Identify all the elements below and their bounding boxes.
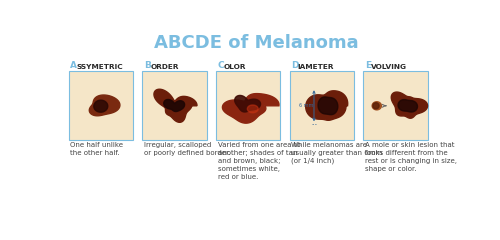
Polygon shape	[164, 100, 184, 112]
Text: VOLVING: VOLVING	[372, 64, 408, 70]
Polygon shape	[398, 100, 417, 112]
Text: 6 mm: 6 mm	[299, 103, 313, 108]
Polygon shape	[234, 96, 260, 112]
Text: OLOR: OLOR	[224, 64, 246, 70]
FancyBboxPatch shape	[290, 71, 354, 140]
Text: A mole or skin lesion that
looks different from the
rest or is changing in size,: A mole or skin lesion that looks differe…	[365, 142, 457, 172]
Polygon shape	[248, 105, 258, 113]
Text: SSYMETRIC: SSYMETRIC	[77, 64, 124, 70]
FancyBboxPatch shape	[142, 71, 206, 140]
Polygon shape	[306, 91, 348, 120]
Polygon shape	[372, 102, 382, 110]
Polygon shape	[90, 95, 120, 116]
Text: One half unlike
the other half.: One half unlike the other half.	[70, 142, 123, 156]
Polygon shape	[373, 103, 379, 109]
Text: E: E	[365, 61, 371, 70]
FancyBboxPatch shape	[216, 71, 280, 140]
Text: ABCDE of Melanoma: ABCDE of Melanoma	[154, 34, 358, 52]
Text: Varied from one area to
another; shades of tan
and brown, black;
sometimes white: Varied from one area to another; shades …	[218, 142, 300, 180]
Text: Irregular, scalloped
or poorly defined border.: Irregular, scalloped or poorly defined b…	[144, 142, 231, 156]
Text: B: B	[144, 61, 151, 70]
Polygon shape	[222, 94, 279, 123]
Text: IAMETER: IAMETER	[298, 64, 334, 70]
Polygon shape	[154, 89, 197, 122]
FancyBboxPatch shape	[363, 71, 428, 140]
Text: While melanomas are
usually greater than 6mm
(or 1/4 inch): While melanomas are usually greater than…	[291, 142, 382, 164]
Text: ORDER: ORDER	[150, 64, 179, 70]
Polygon shape	[318, 97, 338, 115]
Polygon shape	[392, 92, 428, 118]
Polygon shape	[94, 100, 108, 112]
Text: C: C	[218, 61, 224, 70]
Text: A: A	[70, 61, 77, 70]
Text: D: D	[291, 61, 298, 70]
FancyBboxPatch shape	[68, 71, 133, 140]
